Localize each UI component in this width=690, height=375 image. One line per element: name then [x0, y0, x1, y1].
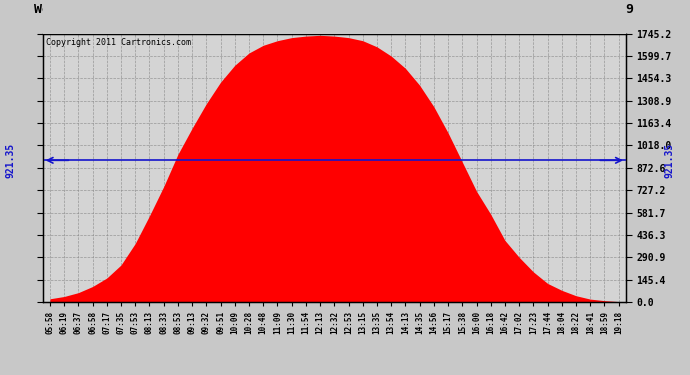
- Text: 921.35: 921.35: [6, 143, 16, 178]
- Text: 921.35: 921.35: [664, 143, 675, 178]
- Text: Copyright 2011 Cartronics.com: Copyright 2011 Cartronics.com: [46, 38, 190, 47]
- Text: West Array Actual Power (red) & Average Power (Watts blue) Mon May 16 19:39: West Array Actual Power (red) & Average …: [34, 3, 634, 16]
